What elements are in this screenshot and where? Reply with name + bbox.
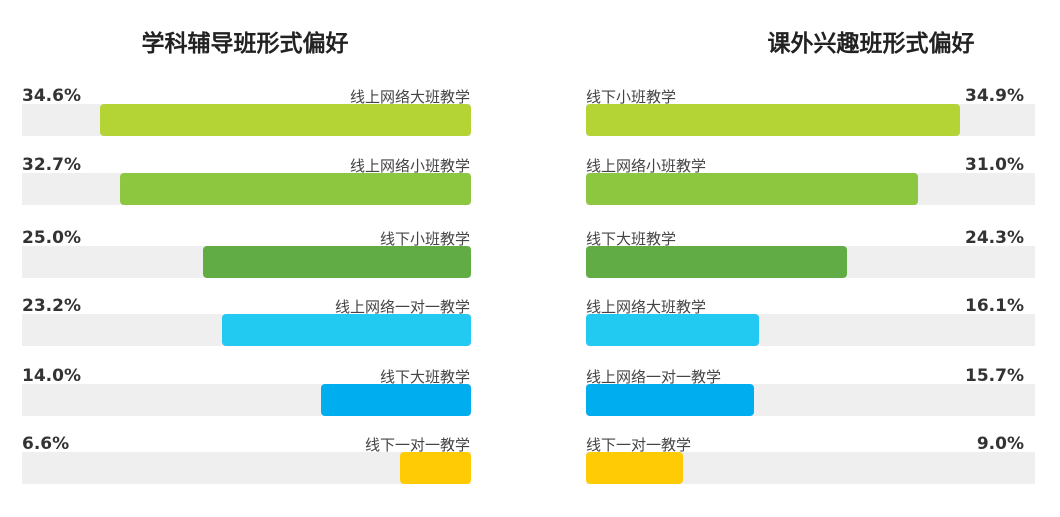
category-label: 线上网络小班教学 (349, 157, 470, 175)
bar-track (22, 314, 471, 346)
bar (586, 104, 961, 136)
value-label: 24.3% (965, 228, 1024, 248)
bar-track (22, 104, 471, 136)
bar (100, 104, 471, 136)
bar (202, 246, 471, 278)
category-label: 线下一对一教学 (364, 436, 470, 454)
bar (586, 384, 755, 416)
chart-title: 课外兴趣班形式偏好 (767, 31, 975, 57)
value-label: 15.7% (965, 366, 1024, 386)
category-label: 线上网络一对一教学 (334, 298, 470, 316)
category-label: 线下大班教学 (379, 368, 470, 386)
chart-left: 学科辅导班形式偏好 34.6% 线上网络大班教学 32.7% 线上网络小班教学 25.0… (0, 0, 471, 517)
bar-row: 6.6% 线下一对一教学 (0, 434, 471, 494)
bar-track (586, 384, 1035, 416)
category-label: 线上网络小班教学 (586, 157, 707, 175)
value-label: 14.0% (22, 366, 81, 386)
chart-right: 课外兴趣班形式偏好 34.9% 线下小班教学 31.0% 线上网络小班教学 24.3% 线… (580, 0, 1050, 517)
bar-row: 24.3% 线下大班教学 (580, 228, 1050, 288)
value-label: 9.0% (976, 434, 1024, 454)
bar-track (22, 246, 471, 278)
bar-track (22, 384, 471, 416)
value-label: 34.6% (22, 86, 81, 106)
chart-title: 学科辅导班形式偏好 (141, 31, 349, 57)
bar (586, 246, 847, 278)
bar (586, 452, 683, 484)
bar-track (586, 452, 1035, 484)
bar (320, 384, 471, 416)
bar-row: 9.0% 线下一对一教学 (580, 434, 1050, 494)
value-label: 16.1% (965, 296, 1024, 316)
value-label: 23.2% (22, 296, 81, 316)
bar-row: 25.0% 线下小班教学 (0, 228, 471, 288)
bar-track (586, 246, 1035, 278)
value-label: 32.7% (22, 155, 81, 175)
bar-track (586, 314, 1035, 346)
bar (400, 452, 471, 484)
category-label: 线上网络大班教学 (349, 88, 470, 106)
bar-track (22, 173, 471, 205)
category-label: 线下一对一教学 (586, 436, 692, 454)
value-label: 6.6% (22, 434, 70, 454)
bar-track (586, 104, 1035, 136)
bar-row: 16.1% 线上网络大班教学 (580, 296, 1050, 356)
category-label: 线下小班教学 (379, 230, 470, 248)
value-label: 25.0% (22, 228, 81, 248)
bar-track (586, 173, 1035, 205)
category-label: 线下大班教学 (586, 230, 677, 248)
category-label: 线上网络一对一教学 (586, 368, 722, 386)
bar-row: 31.0% 线上网络小班教学 (580, 155, 1050, 215)
bar-track (22, 452, 471, 484)
bar-row: 15.7% 线上网络一对一教学 (580, 366, 1050, 426)
value-label: 31.0% (965, 155, 1024, 175)
category-label: 线下小班教学 (586, 88, 677, 106)
bar (120, 173, 471, 205)
category-label: 线上网络大班教学 (586, 298, 707, 316)
bar-row: 34.9% 线下小班教学 (580, 86, 1050, 146)
bar (222, 314, 471, 346)
value-label: 34.9% (965, 86, 1024, 106)
bar-row: 23.2% 线上网络一对一教学 (0, 296, 471, 356)
bar-row: 14.0% 线下大班教学 (0, 366, 471, 426)
bar (586, 173, 919, 205)
bar (586, 314, 759, 346)
bar-row: 34.6% 线上网络大班教学 (0, 86, 471, 146)
bar-row: 32.7% 线上网络小班教学 (0, 155, 471, 215)
